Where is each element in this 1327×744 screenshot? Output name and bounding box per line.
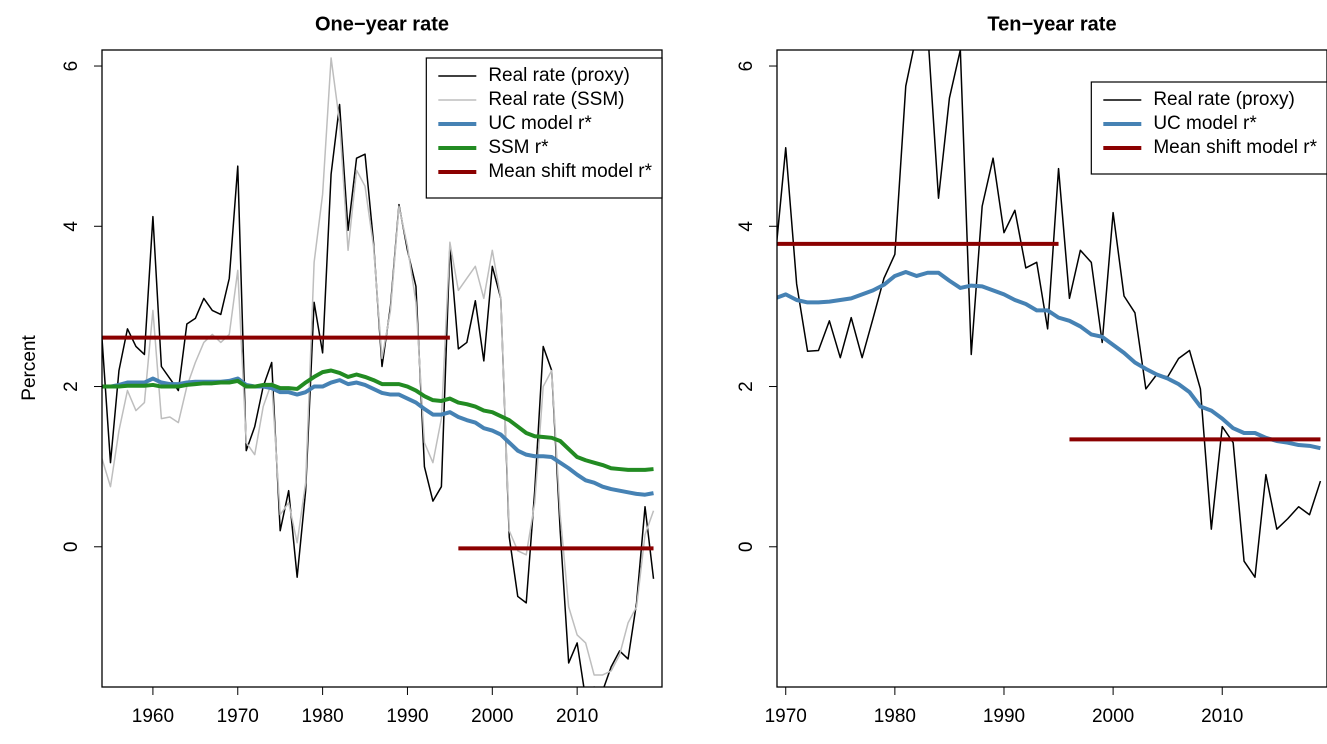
legend-label: Real rate (proxy)	[1153, 89, 1295, 110]
legend-box	[1090, 81, 1327, 175]
y-axis-label: Percent	[19, 335, 40, 401]
x-tick-label: 1980	[874, 706, 916, 727]
legend-label: SSM r*	[488, 137, 549, 158]
series-line	[102, 376, 654, 497]
legend-label: UC model r*	[1153, 113, 1257, 134]
legend: Real rate (proxy) Real rate (SSM) UC model…	[425, 57, 663, 199]
plot-area	[102, 57, 655, 687]
y-tick-label: 2	[736, 381, 757, 392]
y-tick-label: 0	[736, 541, 757, 552]
x-tick-label: 1990	[983, 706, 1025, 727]
x-tick-label: 1970	[765, 706, 807, 727]
series-line	[102, 335, 654, 551]
x-tick-label: 2010	[1201, 706, 1243, 727]
legend-label: UC model r*	[488, 113, 592, 134]
legend-box	[425, 57, 663, 199]
legend-label: Mean shift model r*	[1153, 137, 1317, 158]
y-tick-label: 4	[736, 221, 757, 232]
y-tick-label: 2	[61, 381, 82, 392]
plot-frame	[101, 49, 663, 688]
plot-frame	[776, 49, 1327, 688]
x-tick-label: 2000	[471, 706, 513, 727]
legend-label: Mean shift model r*	[488, 161, 652, 182]
legend-label: Real rate (proxy)	[488, 65, 630, 86]
series-line	[777, 50, 1322, 578]
plot-area	[777, 50, 1322, 578]
y-tick-label: 0	[61, 541, 82, 552]
x-tick-label: 1990	[386, 706, 428, 727]
legend: Real rate (proxy) UC model r* Mean shift m…	[1090, 81, 1327, 175]
legend-label: Real rate (SSM)	[488, 89, 624, 110]
chart-title: One−year rate	[315, 13, 449, 35]
y-tick-label: 6	[736, 61, 757, 72]
x-tick-label: 2010	[556, 706, 598, 727]
y-tick-label: 6	[61, 61, 82, 72]
series-line	[102, 57, 655, 676]
x-tick-label: 1960	[132, 706, 174, 727]
series-line	[777, 241, 1321, 442]
x-tick-label: 1970	[217, 706, 259, 727]
series-line	[777, 269, 1321, 451]
x-tick-label: 1980	[301, 706, 343, 727]
series-line	[102, 368, 654, 472]
x-tick-label: 2000	[1092, 706, 1134, 727]
y-tick-label: 4	[61, 221, 82, 232]
chart-title: Ten−year rate	[987, 13, 1116, 35]
